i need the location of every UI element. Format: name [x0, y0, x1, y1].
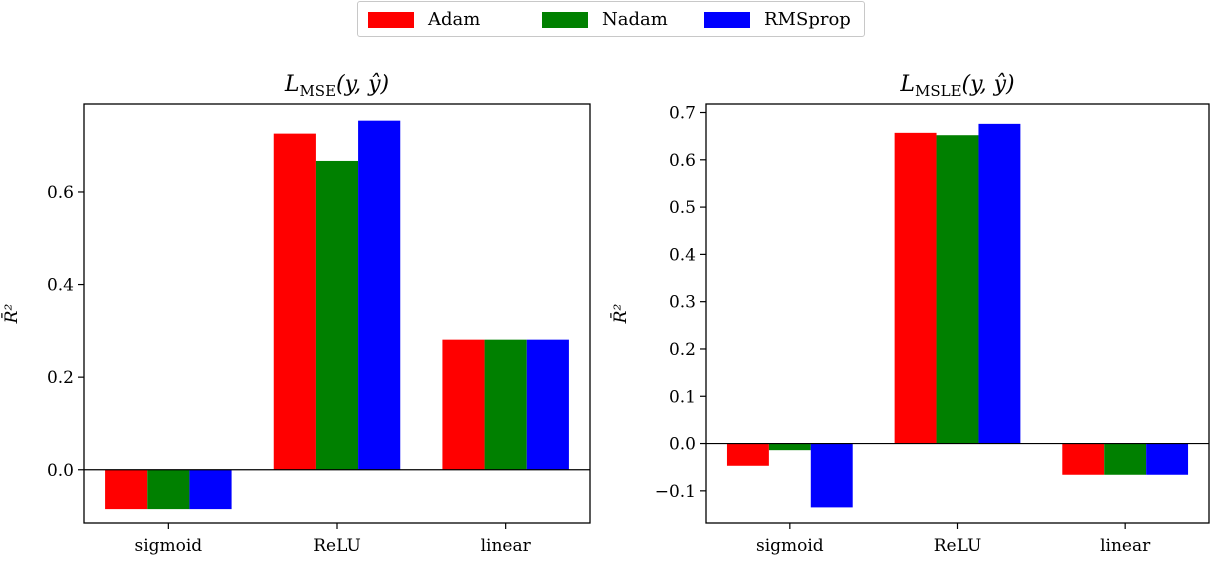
x-tick-label: sigmoid [756, 536, 824, 556]
bar-adam-relu [894, 132, 937, 444]
chart-legend: Adam Nadam RMSprop [357, 1, 865, 37]
bar-nadam-relu [315, 160, 359, 470]
y-tick: −0.1 [655, 482, 706, 502]
x-tick: sigmoid [134, 523, 202, 556]
legend-swatch-rmsprop [704, 12, 750, 28]
bar-rmsprop-sigmoid [189, 469, 232, 510]
bar-rmsprop-sigmoid [810, 443, 853, 508]
y-tick-label: 0.1 [669, 387, 696, 407]
x-tick: linear [481, 523, 532, 556]
y-axis-label: R̄² [609, 304, 631, 325]
bar-rmsprop-linear [526, 339, 569, 470]
bar-nadam-sigmoid [147, 469, 190, 510]
y-axis-label: R̄² [0, 304, 22, 325]
bar-rmsprop-relu [978, 123, 1021, 444]
y-tick: 0.3 [669, 293, 706, 313]
bar-rmsprop-relu [358, 120, 401, 470]
y-tick-label: 0.6 [669, 151, 696, 171]
bar-nadam-sigmoid [768, 443, 811, 451]
legend-swatch-nadam [542, 12, 588, 28]
y-tick: 0.0 [669, 435, 706, 455]
y-tick: 0.1 [669, 387, 706, 407]
chart-panel-2: −0.1 0.0 0.1 0.2 0.3 0.4 0.5 0.6 0.7 sigmoid ReLU l… [609, 72, 1210, 556]
legend-label-adam: Adam [428, 9, 481, 30]
legend-label-nadam: Nadam [602, 9, 668, 30]
x-tick: ReLU [313, 523, 361, 556]
legend-label-rmsprop: RMSprop [764, 9, 851, 30]
bar-adam-sigmoid [726, 443, 769, 466]
x-tick-label: linear [481, 536, 532, 556]
chart-title: LMSE(y, ŷ) [284, 72, 389, 100]
chart-panel-1: 0.0 0.2 0.4 0.6 sigmoid ReLU linear LMSE(y, ŷ) R… [0, 72, 591, 556]
x-tick-label: ReLU [934, 536, 982, 556]
x-tick-label: ReLU [313, 536, 361, 556]
y-tick-label: 0.7 [669, 104, 696, 124]
y-tick: 0.2 [669, 340, 706, 360]
y-tick-label: 0.5 [669, 198, 696, 218]
bar-rmsprop-linear [1146, 443, 1189, 475]
bar-nadam-linear [1104, 443, 1147, 475]
y-tick: 0.7 [669, 104, 706, 124]
x-tick-label: linear [1100, 536, 1151, 556]
legend-swatch-adam [368, 12, 414, 28]
y-tick: 0.4 [669, 245, 706, 265]
chart-title: LMSLE(y, ŷ) [899, 72, 1014, 100]
y-tick-label: 0.4 [47, 276, 74, 296]
x-tick: ReLU [934, 523, 982, 556]
y-tick-label: 0.3 [669, 293, 696, 313]
y-tick-label: 0.2 [47, 368, 74, 388]
x-tick: linear [1100, 523, 1151, 556]
y-tick-label: 0.6 [47, 183, 74, 203]
y-tick: 0.5 [669, 198, 706, 218]
y-tick: 0.0 [47, 461, 84, 481]
bar-nadam-relu [936, 135, 979, 444]
y-tick: 0.6 [669, 151, 706, 171]
y-tick: 0.6 [47, 183, 84, 203]
bar-nadam-linear [484, 339, 527, 470]
y-tick: 0.4 [47, 276, 84, 296]
y-tick-label: 0.2 [669, 340, 696, 360]
y-tick-label: −0.1 [655, 482, 696, 502]
bar-adam-linear [442, 339, 485, 470]
y-tick: 0.2 [47, 368, 84, 388]
bar-adam-sigmoid [105, 469, 148, 510]
y-tick-label: 0.0 [669, 435, 696, 455]
y-tick-label: 0.4 [669, 245, 696, 265]
x-tick: sigmoid [756, 523, 824, 556]
bar-adam-relu [273, 133, 316, 470]
x-tick-label: sigmoid [134, 536, 202, 556]
y-tick-label: 0.0 [47, 461, 74, 481]
bar-adam-linear [1062, 443, 1105, 475]
